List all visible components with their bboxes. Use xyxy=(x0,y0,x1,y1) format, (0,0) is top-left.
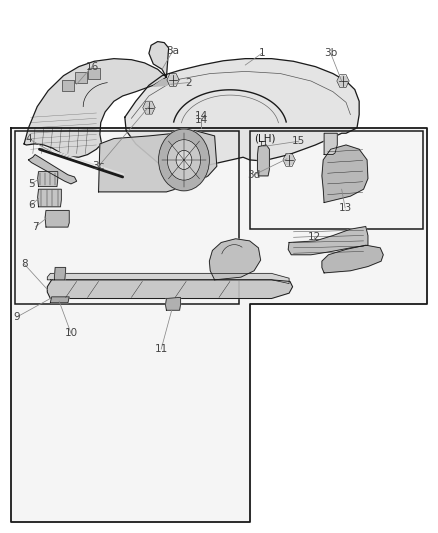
Text: 3b: 3b xyxy=(324,49,337,58)
Text: (LH): (LH) xyxy=(254,134,276,143)
Polygon shape xyxy=(99,131,217,192)
Text: 13: 13 xyxy=(339,203,352,213)
Polygon shape xyxy=(153,77,175,86)
Circle shape xyxy=(176,150,192,169)
Text: 8: 8 xyxy=(21,259,28,269)
Polygon shape xyxy=(45,211,69,227)
Text: 3d: 3d xyxy=(247,170,261,180)
Text: 3a: 3a xyxy=(166,46,180,55)
Text: 2: 2 xyxy=(185,78,192,87)
Polygon shape xyxy=(209,239,261,280)
Text: 15: 15 xyxy=(292,136,305,146)
Text: 4: 4 xyxy=(25,134,32,143)
Text: 14: 14 xyxy=(195,115,208,125)
Text: 14: 14 xyxy=(195,111,208,121)
Polygon shape xyxy=(166,297,180,310)
Circle shape xyxy=(159,129,209,191)
Polygon shape xyxy=(38,189,61,207)
Text: 9: 9 xyxy=(13,312,20,322)
Bar xyxy=(250,131,423,229)
Text: 1: 1 xyxy=(258,49,265,58)
Polygon shape xyxy=(47,280,293,298)
Circle shape xyxy=(145,102,153,113)
Polygon shape xyxy=(322,245,383,273)
Text: 12: 12 xyxy=(308,232,321,242)
Polygon shape xyxy=(125,59,359,171)
Text: 5: 5 xyxy=(28,179,35,189)
Circle shape xyxy=(169,75,177,85)
Text: 7: 7 xyxy=(32,222,39,231)
Polygon shape xyxy=(11,128,427,522)
Bar xyxy=(75,72,87,83)
Text: 10: 10 xyxy=(64,328,78,338)
Bar xyxy=(15,131,239,304)
Circle shape xyxy=(339,76,347,86)
Polygon shape xyxy=(24,42,169,157)
Text: 3c: 3c xyxy=(92,161,105,171)
Text: 16: 16 xyxy=(85,62,99,71)
Circle shape xyxy=(167,140,201,180)
Circle shape xyxy=(285,155,293,165)
Polygon shape xyxy=(324,133,337,155)
Bar xyxy=(88,68,100,79)
Polygon shape xyxy=(47,273,289,284)
Bar xyxy=(62,80,74,91)
Polygon shape xyxy=(54,268,66,280)
Polygon shape xyxy=(50,297,69,303)
Text: 11: 11 xyxy=(155,344,168,354)
Polygon shape xyxy=(322,145,368,203)
Polygon shape xyxy=(38,172,58,187)
Polygon shape xyxy=(288,227,368,255)
Polygon shape xyxy=(28,155,77,184)
Text: 6: 6 xyxy=(28,200,35,210)
Polygon shape xyxy=(258,145,269,176)
